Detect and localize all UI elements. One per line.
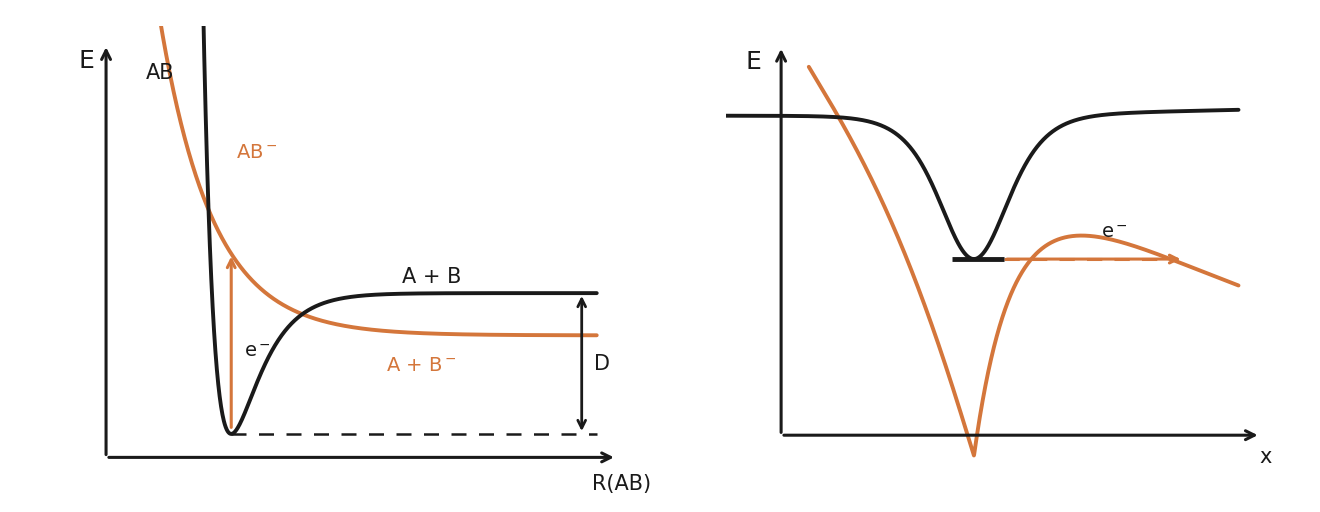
- Text: A + B: A + B: [401, 267, 461, 287]
- Text: e$^-$: e$^-$: [244, 342, 271, 361]
- Text: E: E: [746, 50, 762, 74]
- Text: e$^-$: e$^-$: [1101, 223, 1127, 242]
- Text: R(AB): R(AB): [593, 474, 651, 494]
- Text: AB: AB: [147, 62, 174, 82]
- Text: AB$^-$: AB$^-$: [236, 143, 277, 162]
- Text: A + B$^-$: A + B$^-$: [387, 356, 457, 375]
- Text: x: x: [1259, 447, 1272, 467]
- Text: D: D: [594, 353, 610, 374]
- Text: E: E: [78, 49, 94, 73]
